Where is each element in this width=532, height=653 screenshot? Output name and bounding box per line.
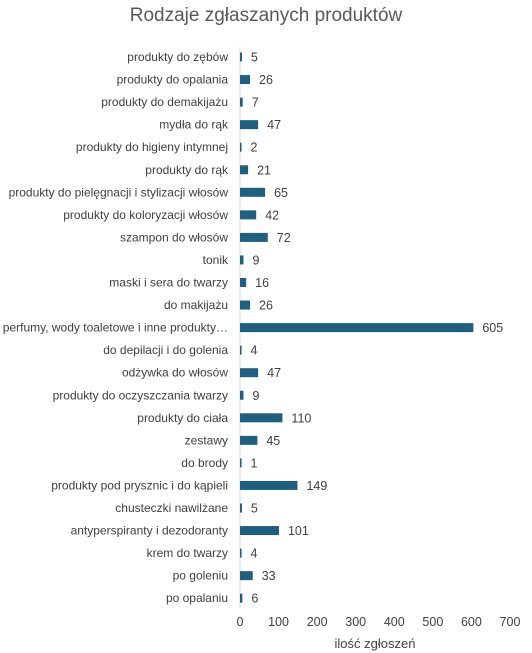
category-label: zestawy: [185, 433, 228, 447]
bar: [240, 278, 247, 287]
data-label: 42: [265, 208, 279, 222]
bar: [240, 97, 243, 107]
data-label: 605: [482, 321, 503, 335]
data-label: 2: [251, 141, 258, 155]
data-label: 65: [274, 186, 288, 200]
category-label: maski i sera do twarzy: [109, 276, 228, 290]
category-label: do makijażu: [164, 298, 228, 312]
bar: [240, 345, 242, 355]
data-label: 6: [251, 592, 258, 606]
bar: [240, 548, 242, 558]
data-label: 1: [251, 456, 258, 470]
bar: [240, 526, 279, 536]
category-label: produkty do rąk: [145, 163, 229, 177]
bar: [240, 120, 259, 130]
category-label: produkty do opalania: [117, 73, 229, 87]
x-tick-label: 600: [461, 615, 482, 629]
bar: [240, 165, 249, 175]
bar: [240, 187, 266, 197]
data-label: 33: [262, 569, 276, 583]
data-label: 16: [255, 276, 269, 290]
data-label: 7: [252, 96, 259, 110]
bar: [240, 368, 259, 378]
bar: [240, 435, 258, 445]
data-label: 4: [251, 547, 258, 561]
data-label: 47: [267, 366, 281, 380]
category-label: do brody: [181, 456, 228, 470]
category-label: chusteczki nawilżane: [115, 501, 228, 515]
data-label: 72: [277, 231, 291, 245]
data-label: 21: [257, 163, 271, 177]
bar: [240, 503, 242, 513]
category-label: krem do twarzy: [147, 546, 228, 560]
bar: [240, 323, 474, 333]
category-label: produkty do ciała: [137, 411, 228, 425]
category-label: perfumy, wody toaletowe i inne produkty…: [3, 321, 228, 335]
category-label: po goleniu: [173, 569, 228, 583]
category-label: produkty pod prysznic i do kąpieli: [51, 478, 228, 492]
data-label: 9: [252, 253, 259, 267]
data-label: 5: [251, 51, 258, 65]
data-label: 9: [252, 389, 259, 403]
x-tick-label: 200: [307, 615, 328, 629]
bar: [240, 210, 257, 220]
category-label: tonik: [203, 253, 229, 267]
bar: [240, 571, 253, 581]
bar: [240, 413, 283, 423]
category-label: produkty do higieny intymnej: [76, 140, 228, 154]
bar: [240, 232, 268, 242]
category-label: produkty do oczyszczania twarzy: [53, 388, 228, 402]
bar: [240, 75, 251, 85]
x-tick-label: 400: [384, 615, 405, 629]
category-label: szampon do włosów: [120, 230, 228, 244]
category-label: odżywka do włosów: [122, 366, 228, 380]
x-tick-label: 700: [500, 615, 521, 629]
data-label: 110: [291, 411, 311, 425]
data-label: 149: [306, 479, 327, 493]
category-label: mydła do rąk: [159, 118, 229, 132]
bar: [240, 300, 251, 310]
category-label: produkty do zębów: [127, 50, 228, 64]
data-label: 5: [251, 502, 258, 516]
x-tick-label: 300: [345, 615, 366, 629]
bar: [240, 52, 242, 62]
data-label: 45: [266, 434, 280, 448]
category-label: produkty do pielęgnacji i stylizacji wło…: [9, 185, 229, 199]
x-tick-label: 0: [237, 615, 244, 629]
category-label: produkty do demakijażu: [101, 95, 228, 109]
category-label: produkty do koloryzacji włosów: [63, 208, 228, 222]
bar: [240, 255, 244, 265]
bar: [240, 480, 298, 490]
chart-title: Rodzaje zgłaszanych produktów: [129, 5, 403, 26]
data-label: 47: [267, 118, 281, 132]
category-label: do depilacji i do golenia: [103, 343, 228, 357]
data-label: 26: [259, 73, 273, 87]
category-label: antyperspiranty i dezodoranty: [71, 524, 228, 538]
bar: [240, 142, 242, 152]
bar: [240, 458, 242, 468]
category-label: po opalaniu: [166, 591, 228, 605]
data-label: 26: [259, 299, 273, 313]
data-label: 101: [288, 524, 309, 538]
x-tick-label: 500: [422, 615, 443, 629]
bar: [240, 593, 243, 603]
data-label: 4: [251, 344, 258, 358]
bar: [240, 390, 244, 400]
x-axis-label: ilość zgłoszeń: [335, 636, 416, 651]
x-tick-label: 100: [268, 615, 289, 629]
